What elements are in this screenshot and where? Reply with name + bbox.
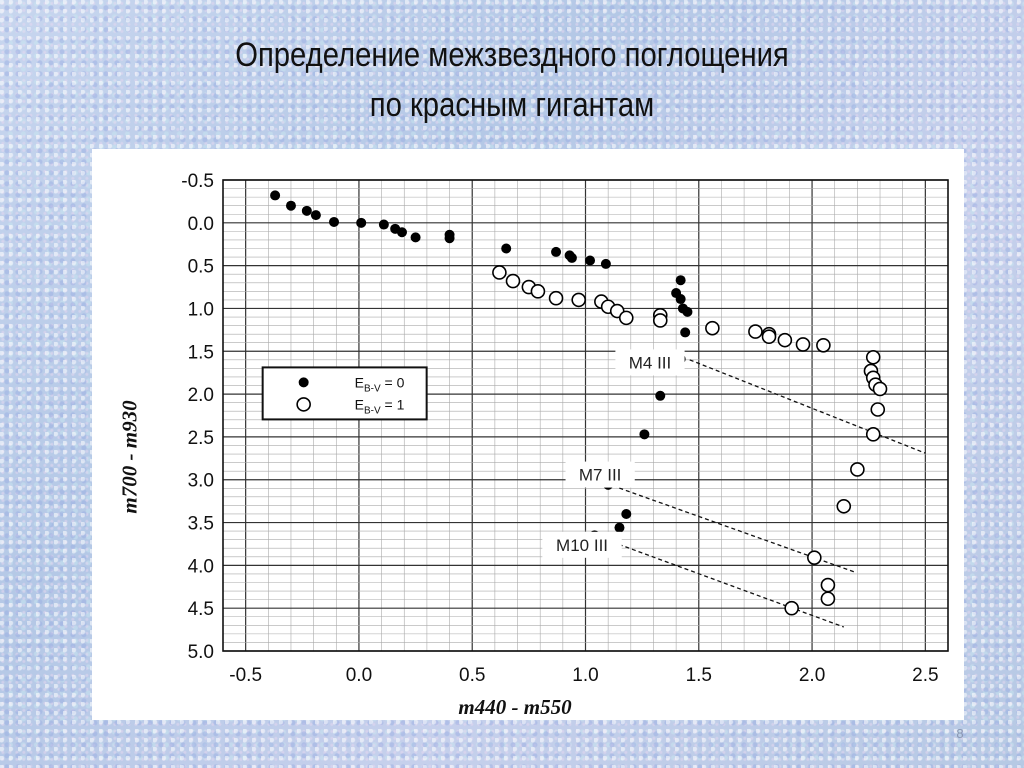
y-tick-label: 2.0: [188, 385, 214, 406]
data-point-filled: [444, 233, 455, 244]
plot-frame: [222, 179, 949, 652]
data-point-filled: [551, 246, 562, 257]
reference-line: [598, 536, 845, 628]
data-point-open: [870, 402, 886, 417]
data-point-open: [761, 329, 777, 345]
data-point-open: [820, 591, 836, 607]
data-point-open: [705, 320, 720, 336]
y-tick-label: 0.0: [188, 214, 214, 235]
data-point-open: [571, 292, 587, 308]
y-tick-label: 4.0: [188, 556, 214, 577]
legend-label: EB-V = 1: [355, 396, 405, 416]
scatter-chart: -0.5 0.0 0.5 1.0 1.5 2.0 2.5 -0.5 0.0 0.5 1.0 1.5 2…: [181, 171, 949, 686]
annotation-background: [542, 531, 622, 558]
y-tick-label: 3.0: [188, 471, 214, 492]
y-tick-label: 4.5: [188, 599, 214, 620]
data-point-filled: [329, 216, 340, 227]
chart-panel: -0.5 0.0 0.5 1.0 1.5 2.0 2.5 -0.5 0.0 0.5 1.0 1.5 2…: [92, 149, 964, 720]
data-point-open: [850, 462, 865, 477]
data-point-open: [652, 313, 668, 328]
data-point-filled: [501, 243, 512, 254]
legend: EB-V = 0EB-V = 1: [261, 366, 428, 421]
data-point-open: [865, 349, 881, 365]
x-tick-label: 1.0: [572, 665, 598, 686]
data-point-open: [748, 324, 763, 339]
slide-title-line-1: Определение межзвездного поглощения: [235, 36, 789, 74]
y-tick-label: 1.0: [188, 299, 214, 320]
data-point-filled: [285, 200, 296, 211]
x-axis-ticks: -0.5 0.0 0.5 1.0 1.5 2.0 2.5: [229, 665, 938, 686]
data-point-open: [872, 381, 888, 397]
annotation-label: M7 III: [579, 466, 622, 485]
annotation-label: M10 III: [556, 536, 608, 555]
y-axis-label: m700 - m930: [117, 400, 142, 514]
data-point-open: [795, 337, 811, 352]
data-point-filled: [639, 429, 650, 440]
annotation-background: [565, 461, 635, 488]
legend-marker-filled: [298, 377, 309, 388]
data-point-filled: [356, 217, 367, 228]
legend-marker-open: [296, 397, 311, 412]
slide-title: Определение межзвездного поглощения по к…: [72, 30, 953, 130]
reference-line: [612, 485, 856, 573]
y-tick-label: -0.5: [181, 171, 214, 192]
y-axis-ticks: -0.5 0.0 0.5 1.0 1.5 2.0 2.5 3.0 3.5 4.0 4.5 5.0: [181, 171, 214, 663]
x-tick-label: 0.0: [346, 665, 372, 686]
slide-title-line-2: по красным гигантам: [369, 86, 655, 124]
data-point-filled: [675, 275, 686, 286]
x-tick-label: -0.5: [229, 665, 262, 686]
data-point-open: [865, 427, 881, 442]
data-point-filled: [680, 327, 691, 338]
page-number: 8: [956, 726, 964, 741]
data-point-open: [820, 577, 836, 593]
x-tick-label: 2.5: [912, 665, 938, 686]
reference-lines: [598, 359, 926, 628]
data-point-filled: [682, 306, 693, 317]
annotation-label: M4 III: [629, 353, 672, 372]
data-point-open: [548, 290, 564, 306]
y-tick-label: 5.0: [188, 642, 214, 663]
y-tick-label: 0.5: [188, 257, 214, 278]
data-point-open: [836, 498, 852, 514]
annotations: M4 III M7 III M10 III: [542, 349, 685, 558]
data-point-open: [777, 332, 793, 348]
data-point-filled: [614, 522, 625, 533]
data-point-filled: [621, 508, 632, 519]
y-tick-label: 1.5: [188, 342, 214, 363]
data-point-filled: [585, 255, 596, 266]
data-point-open: [618, 310, 634, 326]
annotation-background: [615, 349, 685, 376]
data-point-open: [505, 273, 521, 289]
data-point-filled: [655, 390, 666, 401]
x-axis-label: m440 - m550: [458, 695, 572, 719]
data-point-open: [816, 337, 831, 353]
data-point-filled: [410, 232, 421, 243]
y-tick-label: 3.5: [188, 514, 214, 535]
x-tick-label: 0.5: [459, 665, 485, 686]
data-point-open: [807, 550, 822, 565]
data-point-filled: [396, 227, 407, 238]
reference-line: [689, 359, 926, 454]
x-tick-label: 1.5: [686, 665, 712, 686]
legend-box: [261, 366, 428, 421]
data-point-filled: [378, 219, 389, 230]
data-point-open: [530, 284, 546, 299]
x-tick-label: 2.0: [799, 665, 825, 686]
data-point-open: [492, 265, 507, 280]
data-point-filled: [301, 205, 312, 216]
y-tick-label: 2.5: [188, 428, 214, 449]
data-point-open: [784, 600, 799, 616]
data-point-filled: [270, 190, 281, 201]
legend-label: EB-V = 0: [355, 374, 405, 394]
data-point-filled: [675, 294, 686, 305]
data-point-filled: [600, 258, 611, 269]
data-point-filled: [310, 210, 321, 221]
data-point-filled: [566, 252, 577, 263]
